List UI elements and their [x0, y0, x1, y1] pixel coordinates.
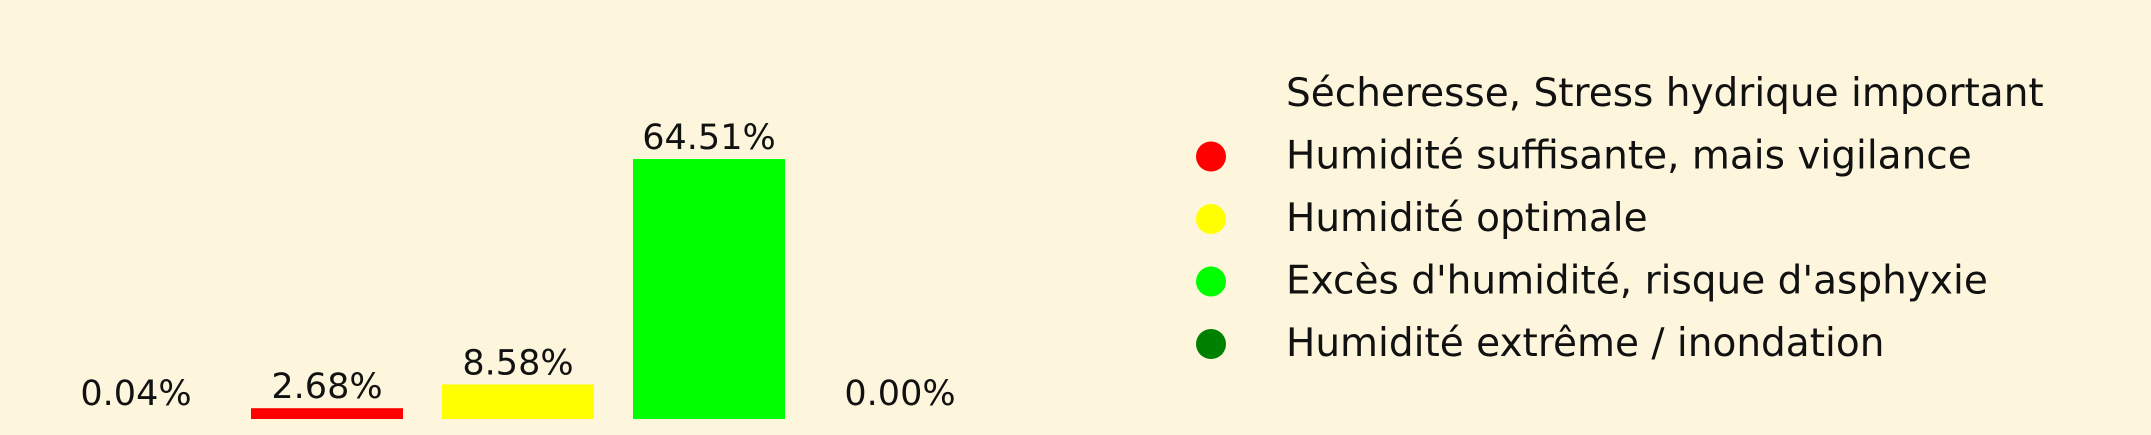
legend-label-2: Humidité suffisante, mais vigilance	[1286, 134, 1972, 179]
bar-label-2: 2.68%	[271, 367, 382, 407]
bar-label-1: 0.04%	[80, 374, 191, 414]
legend-marker-4	[1196, 266, 1226, 297]
bars-layer	[60, 159, 785, 419]
data-labels-layer: 0.04% 2.68% 8.58% 64.51% 0.00%	[80, 118, 955, 414]
legend-marker-3	[1196, 204, 1226, 234]
legend-label-3: Humidité optimale	[1286, 196, 1648, 241]
legend-label-4: Excès d'humidité, risque d'asphyxie	[1286, 259, 1988, 304]
legend-marker-5	[1196, 329, 1226, 359]
legend-marker-1	[1196, 79, 1226, 109]
bar-label-4: 64.51%	[642, 118, 775, 158]
bar-4	[633, 159, 785, 419]
bar-2	[251, 408, 403, 419]
bar-3	[442, 384, 594, 419]
legend-label-1: Sécheresse, Stress hydrique important	[1286, 71, 2044, 116]
bar-label-3: 8.58%	[462, 343, 573, 383]
legend-marker-2	[1196, 141, 1226, 172]
legend-label-5: Humidité extrême / inondation	[1286, 321, 1884, 366]
bar-label-5: 0.00%	[844, 374, 955, 414]
legend: Sécheresse, Stress hydrique important Hum…	[1196, 71, 2044, 366]
